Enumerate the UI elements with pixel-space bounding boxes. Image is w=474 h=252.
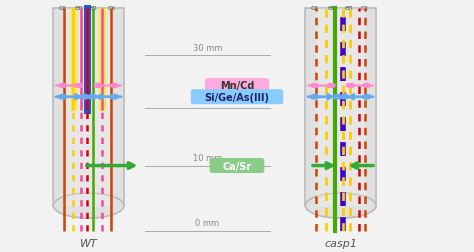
Text: en: en — [89, 5, 98, 11]
Circle shape — [340, 95, 349, 100]
Text: cx: cx — [107, 5, 115, 11]
Text: en: en — [328, 5, 337, 11]
Text: cx: cx — [59, 5, 67, 11]
Text: 30 mm: 30 mm — [193, 44, 222, 52]
Circle shape — [94, 84, 102, 88]
Circle shape — [59, 84, 66, 88]
FancyBboxPatch shape — [205, 79, 269, 93]
Text: en: en — [345, 5, 354, 11]
Circle shape — [75, 84, 83, 88]
Text: 0 mm: 0 mm — [195, 218, 219, 227]
FancyBboxPatch shape — [210, 159, 264, 173]
Text: 20 mm: 20 mm — [193, 96, 222, 105]
Circle shape — [110, 95, 118, 100]
Text: Si/Ge/As(III): Si/Ge/As(III) — [204, 92, 270, 102]
FancyBboxPatch shape — [316, 9, 365, 206]
Circle shape — [88, 95, 97, 100]
Circle shape — [310, 95, 319, 100]
Text: Ca/Sr: Ca/Sr — [222, 161, 252, 171]
FancyBboxPatch shape — [191, 90, 283, 105]
Ellipse shape — [305, 193, 376, 218]
Circle shape — [346, 84, 354, 88]
Ellipse shape — [53, 193, 124, 218]
Circle shape — [333, 95, 341, 100]
Circle shape — [362, 95, 371, 100]
Text: WT: WT — [80, 238, 98, 248]
Text: Mn/Cd: Mn/Cd — [220, 81, 254, 91]
FancyBboxPatch shape — [305, 9, 376, 206]
Text: 10 mm: 10 mm — [193, 153, 222, 162]
FancyBboxPatch shape — [53, 9, 124, 206]
Circle shape — [81, 95, 89, 100]
Circle shape — [58, 95, 67, 100]
Circle shape — [111, 84, 118, 88]
Text: en: en — [75, 5, 83, 11]
Text: casp1: casp1 — [324, 238, 357, 248]
Circle shape — [311, 84, 319, 88]
FancyBboxPatch shape — [64, 9, 113, 206]
Text: cx: cx — [360, 5, 368, 11]
Text: cx: cx — [311, 5, 319, 11]
Circle shape — [363, 84, 370, 88]
Circle shape — [328, 84, 335, 88]
